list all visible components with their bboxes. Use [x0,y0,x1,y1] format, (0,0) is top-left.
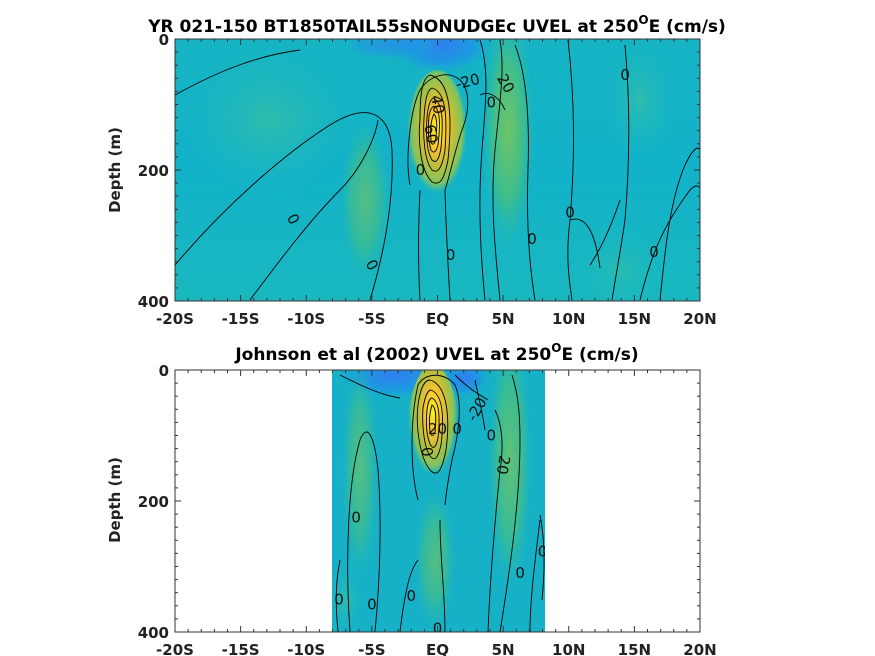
top-contour-label: 60 [420,123,441,145]
top-x-tick-label: 10N [552,310,585,328]
bottom-contour-label: 0 [367,595,377,613]
top-x-tick-label: -15S [222,310,260,328]
top-x-tick-label: 20N [683,310,716,328]
top-chart-title: YR 021-150 BT1850TAIL55sNONUDGEc UVEL at… [147,13,726,37]
bottom-contour-label: 0 [515,564,525,582]
bottom-contour-label: 0 [417,446,436,459]
top-contour-label: 0 [446,246,456,264]
bottom-contour-label: 0 [452,420,462,438]
top-x-tick-label: 5N [492,310,515,328]
bottom-x-tick-label: -10S [287,641,325,656]
bottom-contour-label: 0 [487,427,497,445]
top-contour-label: -20 [454,70,482,94]
top-x-tick-label: -10S [287,310,325,328]
top-contour-label: 40 [427,94,448,116]
top-contour-label: 0 [649,243,659,261]
top-x-tick-label: -20S [156,310,194,328]
top-y-tick-label: 200 [138,162,169,180]
bottom-x-tick-label: -20S [156,641,194,656]
bottom-contour-label: 0 [334,590,344,608]
bottom-x-tick-label: 5N [492,641,515,656]
bottom-y-tick-label: 200 [138,493,169,511]
bottom-contour-label: 0 [406,587,416,605]
top-contour-label: 0 [487,94,497,112]
bottom-contour-label: 0 [433,620,443,638]
top-contour-label: 0 [527,230,537,248]
bottom-x-tick-label: 20N [683,641,716,656]
bottom-x-tick-label: -15S [222,641,260,656]
bottom-x-tick-label: 10N [552,641,585,656]
bottom-chart-title: Johnson et al (2002) UVEL at 250OE (cm/s… [234,341,638,365]
top-contour-label: 0 [565,204,575,222]
bottom-contour-label: 20 [428,420,447,438]
top-y-tick-label: 0 [159,31,169,49]
bottom-contour-label: 20 [493,454,514,476]
top-ylabel: Depth (m) [106,127,124,213]
bottom-y-tick-label: 0 [159,362,169,380]
top-contour-label: 0 [620,66,630,84]
top-x-tick-label: -5S [358,310,385,328]
bottom-x-tick-label: 15N [618,641,651,656]
top-x-tick-label: 15N [618,310,651,328]
bottom-chart: Johnson et al (2002) UVEL at 250OE (cm/s… [106,341,717,656]
top-x-tick-label: EQ [426,310,449,328]
bottom-x-tick-label: -5S [358,641,385,656]
bottom-x-tick-label: EQ [426,641,449,656]
top-chart: YR 021-150 BT1850TAIL55sNONUDGEc UVEL at… [106,13,726,328]
bottom-contour-label: 0 [538,542,548,560]
bottom-ylabel: Depth (m) [106,457,124,543]
bottom-contour-label: 0 [351,508,361,526]
bottom-y-tick-label: 400 [138,624,169,642]
top-y-tick-label: 400 [138,293,169,311]
top-contour-label: 0 [416,161,426,179]
